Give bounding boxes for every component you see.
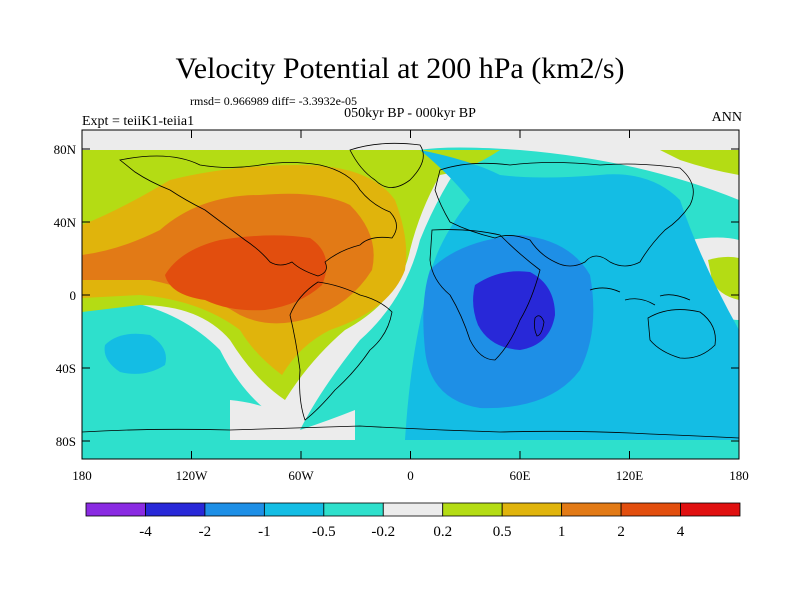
colorbar-box [502, 503, 561, 516]
colorbar-box [324, 503, 383, 516]
lat-tick-labels: 80N 40N 0 40S 80S [54, 142, 77, 449]
colorbar-box [205, 503, 264, 516]
colorbar-box [145, 503, 204, 516]
lat-tick-label: 80N [54, 142, 77, 157]
lat-tick-label: 0 [70, 288, 77, 303]
colorbar-box [621, 503, 680, 516]
colorbar-label: 0.5 [493, 524, 512, 540]
colorbar-label: -2 [199, 524, 212, 540]
colorbar-label: -0.5 [312, 524, 336, 540]
lon-tick-label: 0 [407, 468, 414, 483]
lon-tick-label: 120E [616, 468, 644, 483]
colorbar-box [264, 503, 323, 516]
lon-tick-label: 60E [510, 468, 531, 483]
lat-tick-label: 40S [56, 361, 76, 376]
lon-tick-labels: 180 120W 60W 0 60E 120E 180 [72, 468, 749, 483]
colorbar-box [562, 503, 621, 516]
lon-tick-label: 120W [176, 468, 209, 483]
colorbar-boxes [86, 503, 740, 516]
colorbar-label: 2 [617, 524, 625, 540]
colorbar-labels: -4 -2 -1 -0.5 -0.2 0.2 0.5 1 2 4 [139, 524, 685, 540]
lon-tick-label: 180 [72, 468, 92, 483]
colorbar-label: 4 [677, 524, 685, 540]
colorbar-label: -1 [258, 524, 271, 540]
colorbar: -4 -2 -1 -0.5 -0.2 0.2 0.5 1 2 4 [86, 503, 740, 540]
colorbar-label: -0.2 [371, 524, 395, 540]
colorbar-label: 1 [558, 524, 566, 540]
lon-tick-label: 180 [729, 468, 749, 483]
lat-tick-label: 80S [56, 434, 76, 449]
lon-tick-label: 60W [288, 468, 314, 483]
colorbar-box [443, 503, 502, 516]
colorbar-label: 0.2 [433, 524, 452, 540]
colorbar-box [383, 503, 442, 516]
colorbar-box [681, 503, 740, 516]
map-figure: 180 120W 60W 0 60E 120E 180 80N 40N 0 40… [0, 0, 800, 600]
lat-tick-label: 40N [54, 215, 77, 230]
colorbar-label: -4 [139, 524, 152, 540]
colorbar-box [86, 503, 145, 516]
